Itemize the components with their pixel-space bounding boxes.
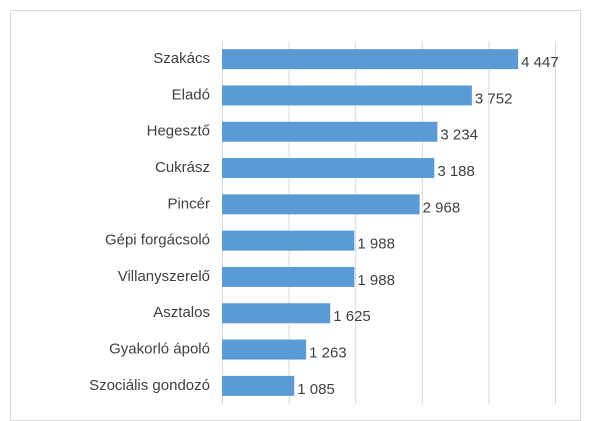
data-label: 4 447 — [521, 54, 559, 71]
bar — [222, 158, 435, 179]
bar — [222, 266, 355, 287]
bar — [222, 375, 295, 396]
bar — [222, 121, 438, 142]
data-label: 1 263 — [309, 345, 347, 362]
bar — [222, 49, 519, 70]
bar — [222, 303, 331, 324]
y-tick-label: Asztalos — [153, 304, 210, 321]
y-tick-label: Pincér — [167, 195, 210, 212]
data-label: 3 188 — [437, 163, 475, 180]
data-label: 2 968 — [423, 199, 461, 216]
bar — [222, 339, 307, 360]
y-tick-label: Szakács — [153, 50, 210, 67]
y-tick-label: Szociális gondozó — [89, 377, 210, 394]
data-label: 1 988 — [357, 272, 395, 289]
data-label: 1 625 — [333, 308, 371, 325]
data-label: 3 234 — [440, 127, 478, 144]
data-label: 1 085 — [297, 381, 335, 398]
bar — [222, 230, 355, 251]
bar — [222, 85, 472, 106]
bar — [222, 194, 420, 215]
y-tick-label: Villanyszerelő — [118, 268, 210, 285]
y-tick-label: Hegesztő — [147, 123, 210, 140]
y-tick-label: Gyakorló ápoló — [109, 341, 210, 358]
data-label: 3 752 — [475, 90, 513, 107]
data-label: 1 988 — [357, 236, 395, 253]
y-tick-label: Gépi forgácsoló — [105, 232, 210, 249]
y-tick-label: Cukrász — [155, 159, 210, 176]
y-tick-label: Eladó — [172, 86, 210, 103]
